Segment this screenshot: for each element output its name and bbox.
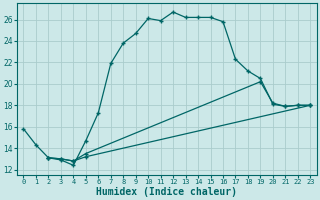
- X-axis label: Humidex (Indice chaleur): Humidex (Indice chaleur): [96, 186, 237, 197]
